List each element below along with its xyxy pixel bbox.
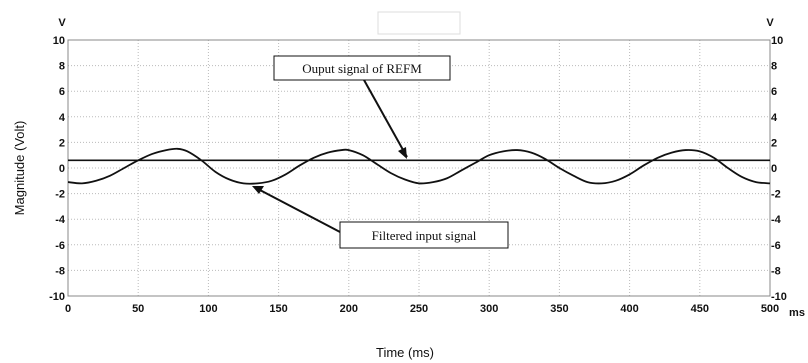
- annotation-refm-arrow: [363, 79, 408, 158]
- annotation-filtered-arrow: [257, 188, 341, 233]
- y-tick-label-right: 8: [771, 61, 777, 73]
- y-tick-label-left: -10: [49, 291, 65, 303]
- annotation-refm-arrowhead: [398, 147, 407, 159]
- x-tick-label: 500: [761, 303, 779, 315]
- y-unit-right: V: [766, 17, 774, 29]
- y-tick-label-right: -2: [771, 189, 781, 201]
- y-axis-title: Magnitude (Volt): [12, 121, 27, 216]
- y-tick-label-right: 0: [771, 163, 777, 175]
- y-tick-label-right: -6: [771, 240, 781, 252]
- y-tick-label-left: -2: [55, 189, 65, 201]
- y-tick-label-left: 10: [53, 35, 65, 47]
- y-tick-label-right: 2: [771, 137, 777, 149]
- y-tick-label-right: -4: [771, 214, 782, 226]
- x-tick-label: 100: [199, 303, 217, 315]
- legend-box-placeholder: [377, 11, 461, 35]
- annotation-refm: Ouput signal of REFM: [273, 55, 451, 159]
- y-tick-label-left: -8: [55, 265, 65, 277]
- x-tick-label: 300: [480, 303, 498, 315]
- y-tick-label-left: 4: [59, 112, 66, 124]
- y-tick-label-right: -8: [771, 265, 781, 277]
- plot-frame: [67, 39, 771, 297]
- y-tick-label-right: -10: [771, 291, 787, 303]
- x-tick-label: 450: [691, 303, 709, 315]
- y-tick-label-right: 10: [771, 35, 783, 47]
- y-ticks-left: 10 8 6 4 2 0 -2 -4 -6 -8 -10: [49, 35, 66, 303]
- series-layer: [67, 147, 771, 185]
- x-tick-label: 250: [410, 303, 428, 315]
- annotation-filtered-box: [339, 221, 509, 249]
- grid: [68, 40, 770, 296]
- y-tick-label-right: 6: [771, 86, 777, 98]
- x-tick-label: 400: [620, 303, 638, 315]
- annotation-refm-label: Ouput signal of REFM: [302, 61, 422, 76]
- annotation-filtered: Filtered input signal: [252, 186, 509, 249]
- x-tick-label: 50: [132, 303, 144, 315]
- y-ticks-right: 10 8 6 4 2 0 -2 -4 -6 -8 -10: [771, 35, 787, 303]
- y-tick-label-left: 2: [59, 137, 65, 149]
- y-unit-left: V: [58, 17, 66, 29]
- y-tick-label-left: 0: [59, 163, 65, 175]
- x-tick-label: 150: [269, 303, 287, 315]
- y-tick-label-right: 4: [771, 112, 778, 124]
- x-axis-title: Time (ms): [376, 345, 434, 360]
- y-tick-label-left: -4: [55, 214, 66, 226]
- x-ticks: 0 50 100 150 200 250 300 350 400 450 500: [65, 303, 779, 315]
- y-tick-label-left: -6: [55, 240, 65, 252]
- annotation-refm-box: [273, 55, 451, 81]
- series-line-filtered-input: [67, 147, 771, 185]
- x-tick-label: 200: [340, 303, 358, 315]
- annotation-filtered-label: Filtered input signal: [372, 228, 477, 243]
- annotation-filtered-arrowhead: [252, 186, 264, 194]
- y-tick-label-left: 6: [59, 86, 65, 98]
- x-tick-label: 350: [550, 303, 568, 315]
- x-tick-label: 0: [65, 303, 71, 315]
- x-unit: ms: [789, 307, 805, 319]
- y-tick-label-left: 8: [59, 61, 65, 73]
